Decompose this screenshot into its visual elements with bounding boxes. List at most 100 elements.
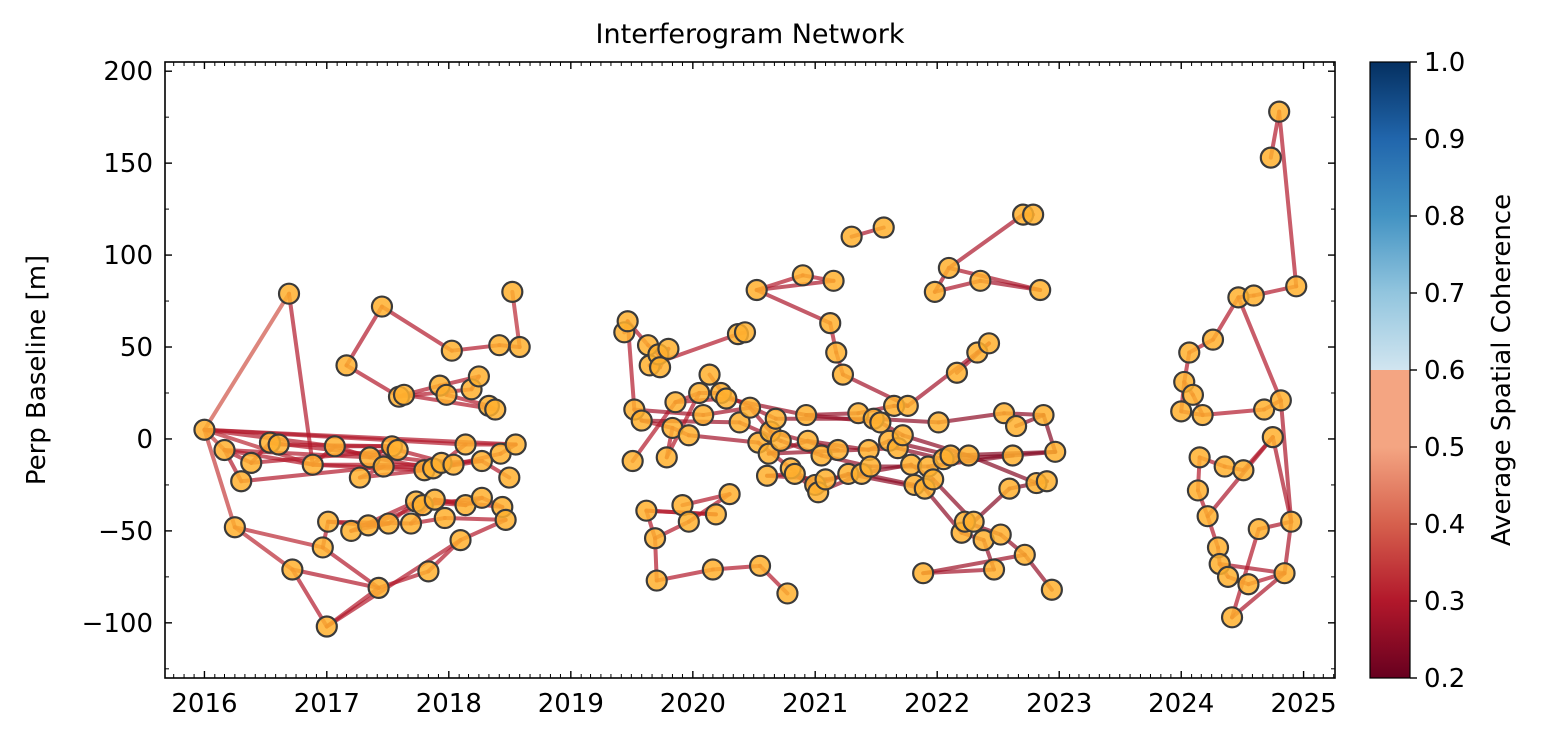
acquisition-node <box>1170 400 1193 423</box>
acquisition-node <box>826 438 850 462</box>
network-edge <box>344 304 384 368</box>
acquisition-node <box>1237 573 1260 596</box>
acquisition-node <box>831 363 855 386</box>
network-edge <box>202 427 237 530</box>
x-tick-label: 2021 <box>782 689 848 719</box>
acquisition-node <box>399 512 423 535</box>
acquisition-node <box>508 335 531 359</box>
acquisition-node <box>859 455 882 478</box>
acquisition-node <box>664 391 687 414</box>
acquisition-node <box>1188 446 1211 469</box>
network-edge <box>905 350 980 408</box>
acquisition-node <box>677 510 700 533</box>
acquisition-node <box>1186 479 1210 502</box>
acquisition-node <box>1220 606 1244 629</box>
acquisition-node <box>193 418 216 441</box>
acquisition-node <box>755 464 779 487</box>
acquisition-node <box>1181 383 1205 406</box>
acquisition-node <box>872 216 895 239</box>
colorbar-tick-label: 0.4 <box>1424 510 1465 540</box>
acquisition-node <box>467 365 490 388</box>
acquisition-node <box>423 488 446 511</box>
acquisition-node <box>819 312 842 335</box>
acquisition-node <box>1259 146 1282 169</box>
network-edge <box>966 453 1039 486</box>
acquisition-node <box>764 407 787 430</box>
acquisition-node <box>869 411 892 434</box>
acquisition-node <box>315 615 338 638</box>
y-tick-label: 0 <box>136 425 153 455</box>
network-edge <box>724 396 809 418</box>
acquisition-node <box>1032 403 1055 427</box>
acquisition-node <box>440 339 463 362</box>
colorbar-tick-label: 0.5 <box>1424 433 1465 463</box>
acquisition-node <box>1004 414 1028 438</box>
acquisition-node <box>1191 403 1214 427</box>
acquisition-node <box>776 582 799 605</box>
x-tick-label: 2018 <box>416 689 482 719</box>
acquisition-node <box>962 510 985 533</box>
nodes-layer <box>193 100 1308 638</box>
acquisition-node <box>616 310 639 333</box>
acquisition-node <box>498 466 521 489</box>
acquisition-node <box>630 409 653 432</box>
acquisition-node <box>317 510 340 533</box>
acquisition-node <box>1035 470 1058 493</box>
acquisition-node <box>417 560 440 583</box>
acquisition-node <box>677 424 700 447</box>
network-edge <box>1230 527 1261 620</box>
acquisition-node <box>335 354 358 377</box>
acquisition-node <box>1013 543 1036 566</box>
acquisition-node <box>825 341 848 364</box>
x-axis: 2016 2017 2018 2019 2020 2021 2022 2023 2024 2025 <box>171 62 1337 719</box>
x-tick-label: 2024 <box>1148 689 1214 719</box>
acquisition-node <box>435 383 458 406</box>
acquisition-node <box>433 506 456 530</box>
y-axis-label: Perp Baseline [m] <box>22 255 52 485</box>
acquisition-node <box>989 523 1012 546</box>
network-edge <box>287 291 315 467</box>
x-tick-label: 2016 <box>171 689 237 719</box>
chart-title: Interferogram Network <box>596 19 905 50</box>
network-edge <box>320 545 381 590</box>
acquisition-node <box>822 269 845 292</box>
acquisition-node <box>840 225 863 248</box>
acquisition-node <box>748 554 772 577</box>
acquisition-node <box>945 361 969 384</box>
acquisition-node <box>449 528 472 552</box>
acquisition-node <box>648 356 672 379</box>
acquisition-node <box>501 280 524 303</box>
edges-layer <box>202 109 1299 629</box>
colorbar-tick-label: 0.6 <box>1424 356 1465 386</box>
network-edge <box>232 525 325 550</box>
acquisition-node <box>937 256 961 280</box>
acquisition-node <box>896 394 919 417</box>
acquisition-node <box>692 403 715 427</box>
acquisition-node <box>372 455 395 478</box>
acquisition-node <box>891 424 914 447</box>
acquisition-node <box>1232 459 1255 482</box>
acquisition-node <box>1044 440 1067 463</box>
acquisition-node <box>1269 389 1292 412</box>
x-tick-label: 2019 <box>538 689 604 719</box>
acquisition-node <box>1247 517 1270 541</box>
acquisition-node <box>470 486 494 509</box>
acquisition-node <box>1273 562 1296 585</box>
colorbar-tick-label: 0.8 <box>1424 202 1465 232</box>
acquisition-node <box>1261 426 1284 449</box>
acquisition-node <box>977 332 1001 355</box>
acquisition-node <box>454 433 477 456</box>
acquisition-node <box>323 435 346 458</box>
acquisition-node <box>657 337 680 360</box>
acquisition-node <box>957 444 980 467</box>
acquisition-node <box>1216 565 1240 588</box>
x-tick-label: 2023 <box>1026 689 1092 719</box>
acquisition-node <box>392 383 416 406</box>
acquisition-node <box>912 562 935 585</box>
y-axis: −100 −50 0 50 100 150 200 <box>82 57 1335 670</box>
x-tick-label: 2022 <box>904 689 970 719</box>
y-tick-label: 150 <box>103 149 153 179</box>
y-tick-label: 50 <box>120 333 153 363</box>
acquisition-node <box>643 527 667 550</box>
